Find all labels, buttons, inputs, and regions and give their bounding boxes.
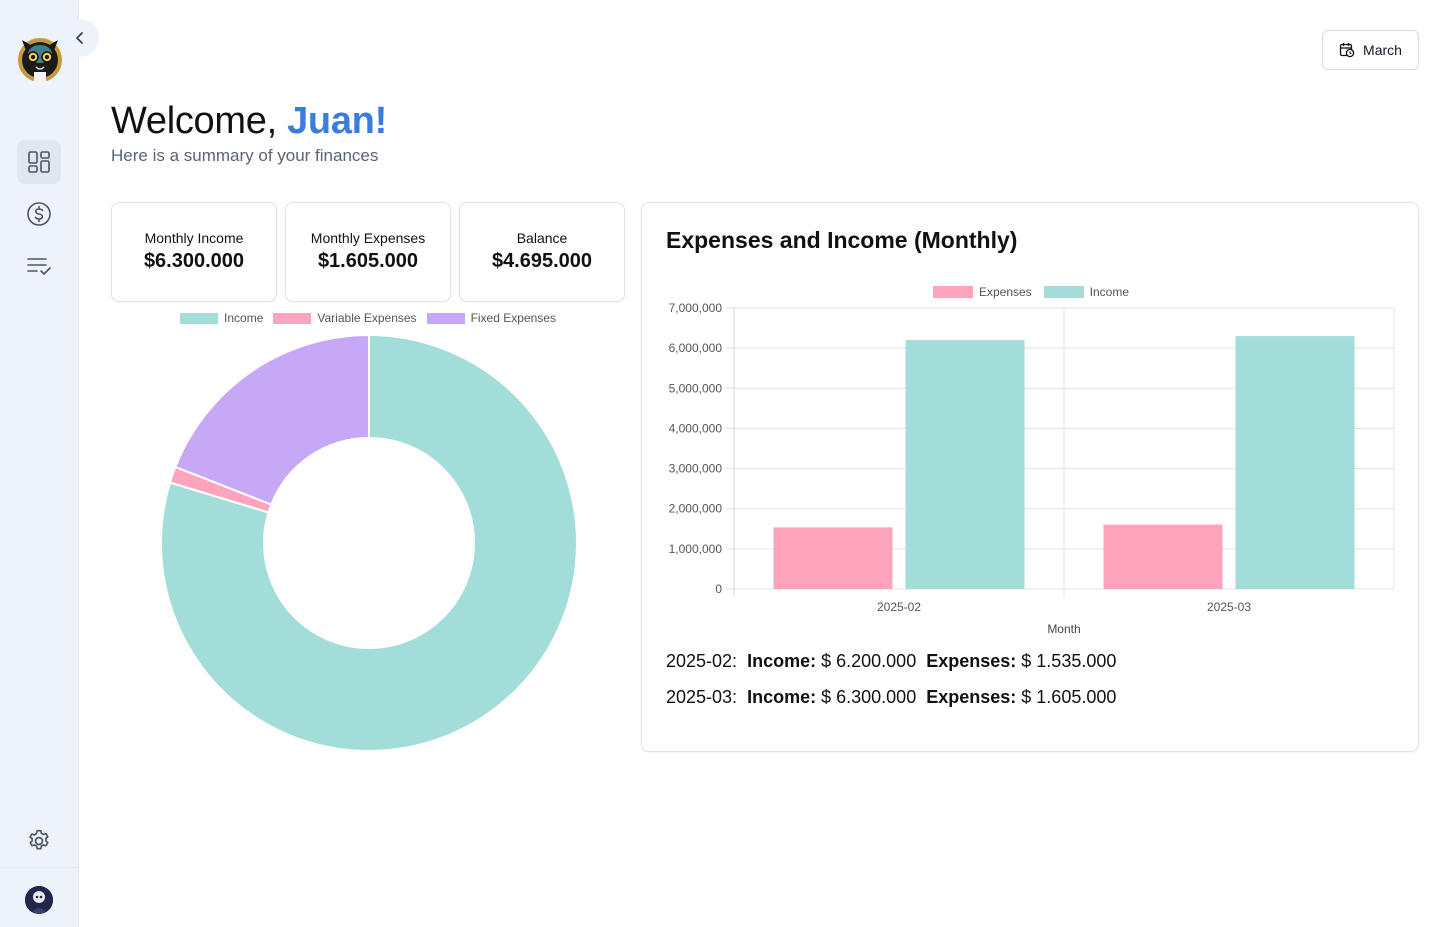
chart-title: Expenses and Income (Monthly) (666, 227, 1018, 253)
monthly-income-card: Monthly Income $6.300.000 (111, 202, 277, 302)
collapse-sidebar-button[interactable] (61, 19, 99, 57)
x-tick-label: 2025-03 (1207, 600, 1251, 614)
summary-income-label: Income: (747, 687, 817, 707)
user-name: Juan! (287, 100, 387, 142)
y-tick-label: 4,000,000 (669, 421, 723, 435)
donut-slice-income[interactable] (160, 333, 578, 752)
summary-expenses-label: Expenses: (926, 651, 1017, 671)
legend-swatch (426, 312, 465, 324)
legend-label: Income (224, 311, 264, 325)
page-subtitle: Here is a summary of your finances (111, 146, 379, 165)
legend-item-variable-expenses[interactable]: Variable Expenses (273, 311, 417, 325)
balance-card: Balance $4.695.000 (459, 202, 625, 302)
summary-expenses-label: Expenses: (926, 687, 1017, 707)
legend-label: Variable Expenses (317, 311, 417, 325)
legend-item-income[interactable]: Income (1043, 285, 1130, 299)
summary-month: 2025-02: (666, 651, 738, 671)
x-axis-label: Month (1047, 622, 1080, 636)
bar-expenses-2025-03[interactable] (1103, 524, 1223, 589)
chevron-left-icon (76, 32, 83, 44)
monthly-expenses-card: Monthly Expenses $1.605.000 (285, 202, 451, 302)
y-tick-label: 7,000,000 (669, 301, 723, 315)
nav-finances[interactable] (17, 192, 61, 236)
sidebar (0, 0, 79, 927)
calendar-clock-icon (1339, 43, 1355, 58)
summary-month: 2025-03: (666, 687, 738, 707)
summary-line: 2025-02: Income: $ 6.200.000 Expenses: $… (666, 651, 1116, 672)
card-value: $4.695.000 (491, 250, 593, 272)
dollar-circle-icon (27, 202, 51, 226)
dashboard-icon (28, 151, 50, 173)
summary-expenses-value: $ 1.535.000 (1021, 651, 1117, 671)
legend-label: Fixed Expenses (470, 311, 556, 325)
donut-slice-fixed-expenses[interactable] (174, 333, 370, 506)
y-tick-label: 5,000,000 (669, 381, 723, 395)
list-check-icon (27, 258, 51, 275)
legend-swatch (180, 312, 219, 324)
month-selector-button[interactable]: March (1322, 30, 1419, 70)
month-selector-label: March (1363, 42, 1402, 58)
legend-swatch (273, 312, 312, 324)
summary-expenses-value: $ 1.605.000 (1021, 687, 1117, 707)
legend-swatch (932, 286, 973, 298)
card-value: $6.300.000 (143, 250, 245, 272)
y-tick-label: 0 (715, 582, 722, 596)
donut-svg (160, 333, 578, 752)
donut-chart (160, 333, 578, 752)
avatar[interactable] (25, 886, 53, 914)
nav-tasks[interactable] (17, 244, 61, 288)
page-title: Welcome, Juan! (111, 100, 387, 143)
bar-legend: Expenses Income (642, 285, 1420, 299)
y-tick-label: 6,000,000 (669, 341, 723, 355)
y-tick-label: 3,000,000 (669, 462, 723, 476)
y-tick-label: 1,000,000 (669, 542, 723, 556)
bar-expenses-2025-02[interactable] (773, 527, 893, 589)
card-label: Monthly Income (144, 230, 244, 246)
nav-dashboard[interactable] (17, 140, 61, 184)
sidebar-divider (0, 867, 79, 868)
bar-income-2025-02[interactable] (905, 340, 1025, 589)
legend-label: Income (1089, 285, 1130, 299)
summary-line: 2025-03: Income: $ 6.300.000 Expenses: $… (666, 687, 1116, 708)
cat-logo-icon[interactable] (14, 26, 66, 84)
nav-settings[interactable] (17, 819, 61, 863)
card-label: Balance (516, 230, 568, 246)
legend-item-fixed-expenses[interactable]: Fixed Expenses (426, 311, 556, 325)
welcome-prefix: Welcome, (111, 100, 288, 142)
legend-label: Expenses (978, 285, 1032, 299)
card-label: Monthly Expenses (310, 230, 426, 246)
x-tick-label: 2025-02 (877, 600, 921, 614)
bar-chart-svg: 7,000,000 6,000,000 5,000,000 4,000,000 3,00… (669, 301, 1395, 636)
card-value: $1.605.000 (317, 250, 419, 272)
legend-item-expenses[interactable]: Expenses (932, 285, 1032, 299)
bar-income-2025-03[interactable] (1235, 336, 1355, 589)
summary-income-label: Income: (747, 651, 817, 671)
summary-income-value: $ 6.300.000 (821, 687, 917, 707)
y-tick-label: 2,000,000 (669, 502, 723, 516)
donut-legend: Income Variable Expenses Fixed Expenses (111, 311, 625, 325)
gear-icon (29, 829, 49, 850)
legend-item-income[interactable]: Income (180, 311, 263, 325)
legend-swatch (1043, 286, 1084, 298)
summary-income-value: $ 6.200.000 (821, 651, 917, 671)
monthly-chart-card: Expenses and Income (Monthly) Expenses I… (641, 202, 1419, 752)
